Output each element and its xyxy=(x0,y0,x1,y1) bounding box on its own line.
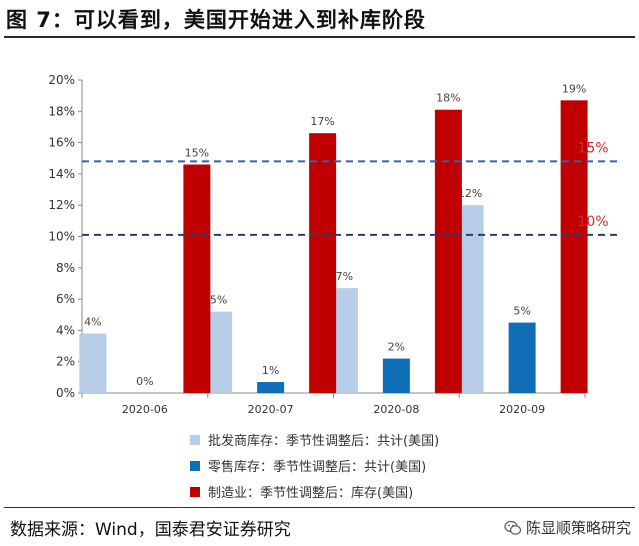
bar xyxy=(79,333,107,393)
legend-label-retail: 零售库存：季节性调整后：共计(美国) xyxy=(208,460,427,475)
x-axis: 2020-06 2020-07 2020-08 2020-09 xyxy=(81,392,586,416)
figure-title: 图 7：可以看到，美国开始进入到补库阶段 xyxy=(6,8,426,32)
bar xyxy=(183,164,211,393)
x-tick-label: 2020-06 xyxy=(122,403,168,416)
data-label: 17% xyxy=(310,115,334,128)
y-tick-label: 18% xyxy=(48,104,75,118)
bar xyxy=(309,133,337,393)
bar xyxy=(560,100,588,393)
y-tick-label: 6% xyxy=(56,292,75,306)
bar xyxy=(257,382,285,393)
reference-line-label: 15% xyxy=(577,140,608,156)
data-label: 2% xyxy=(388,341,405,354)
reference-lines: 15% 10% xyxy=(82,140,620,236)
legend-item-wholesale: 批发商库存：季节性调整后：共计(美国) xyxy=(190,430,439,449)
bars: 4% 5% 7% 12% 0% 1% 2% 5% 15% 17% 18% 19% xyxy=(79,82,588,394)
y-axis: 0% 2% 4% 6% 8% 10% 12% 14% 16% 18% 20% xyxy=(48,73,83,400)
y-tick-label: 12% xyxy=(48,198,75,212)
x-tick-label: 2020-08 xyxy=(373,403,419,416)
y-tick-label: 8% xyxy=(56,261,75,275)
y-tick-label: 0% xyxy=(56,386,75,400)
y-tick-label: 10% xyxy=(48,230,75,244)
watermark-text: 陈显顺策略研究 xyxy=(525,519,631,537)
legend-label-manufacturing: 制造业：季节性调整后：库存(美国) xyxy=(208,486,414,501)
y-tick-label: 2% xyxy=(56,355,75,369)
y-tick-label: 20% xyxy=(48,73,75,87)
data-label: 0% xyxy=(136,375,153,388)
y-tick-label: 4% xyxy=(56,323,75,337)
data-label: 4% xyxy=(84,316,101,329)
y-tick-label: 16% xyxy=(48,136,75,150)
y-tick-label: 14% xyxy=(48,167,75,181)
source-note: 数据来源：Wind，国泰君安证券研究 xyxy=(10,520,291,540)
legend-swatch-retail xyxy=(190,460,200,471)
data-label: 19% xyxy=(562,82,586,95)
legend-swatch-wholesale xyxy=(190,434,200,445)
x-tick-label: 2020-09 xyxy=(499,403,545,416)
bar xyxy=(508,322,536,393)
title-rule xyxy=(4,36,635,38)
bar xyxy=(434,109,462,394)
data-label: 7% xyxy=(336,270,353,283)
x-tick-label: 2020-07 xyxy=(248,403,294,416)
data-label: 18% xyxy=(436,92,460,105)
data-label: 1% xyxy=(262,364,279,377)
reference-line-label: 10% xyxy=(577,214,608,230)
data-label: 5% xyxy=(513,305,530,318)
data-label: 5% xyxy=(210,294,227,307)
legend-item-retail: 零售库存：季节性调整后：共计(美国) xyxy=(190,456,426,475)
legend-label-wholesale: 批发商库存：季节性调整后：共计(美国) xyxy=(208,434,440,449)
data-label: 15% xyxy=(185,147,209,160)
bar xyxy=(382,358,410,393)
footer-rule xyxy=(4,507,635,508)
legend-item-manufacturing: 制造业：季节性调整后：库存(美国) xyxy=(190,482,413,501)
wechat-icon xyxy=(504,520,522,535)
watermark: 陈显顺策略研究 xyxy=(504,517,631,538)
legend-swatch-manufacturing xyxy=(190,486,200,497)
data-label: 12% xyxy=(458,187,482,200)
